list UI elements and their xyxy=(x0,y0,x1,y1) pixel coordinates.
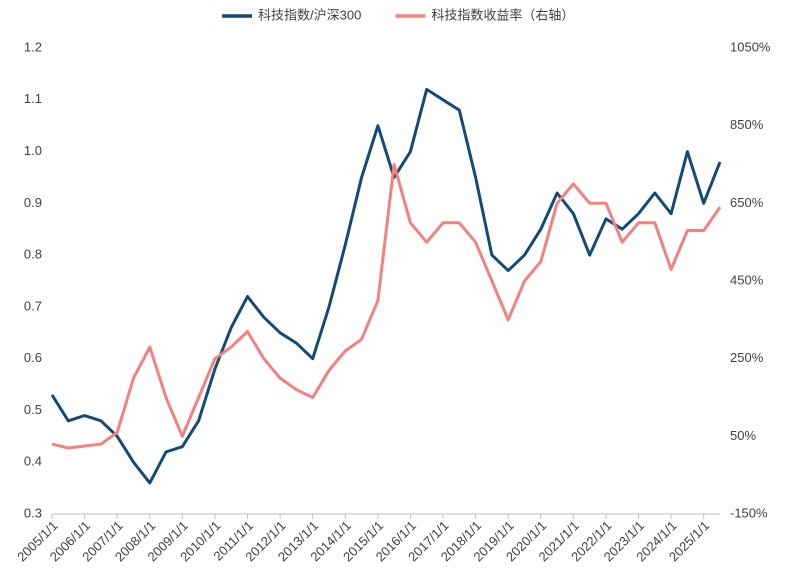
y2-tick-label: 450% xyxy=(730,272,764,287)
y2-tick-label: 650% xyxy=(730,195,764,210)
y-tick-label: 1.2 xyxy=(24,39,42,54)
y-tick-label: 1.1 xyxy=(24,91,42,106)
y-tick-label: 0.4 xyxy=(24,454,42,469)
y2-tick-label: 850% xyxy=(730,117,764,132)
legend-label: 科技指数/沪深300 xyxy=(258,7,361,22)
series-line xyxy=(51,163,722,450)
series-line xyxy=(50,87,722,485)
y-tick-label: 0.5 xyxy=(24,402,42,417)
y-tick-label: 0.3 xyxy=(24,505,42,520)
y-tick-label: 1.0 xyxy=(24,143,42,158)
y-tick-label: 0.9 xyxy=(24,195,42,210)
y2-tick-label: 1050% xyxy=(730,39,771,54)
y-tick-label: 0.6 xyxy=(24,350,42,365)
legend-label: 科技指数收益率（右轴） xyxy=(431,7,574,22)
y-tick-label: 0.8 xyxy=(24,247,42,262)
y2-tick-label: 50% xyxy=(730,428,756,443)
y2-tick-label: -150% xyxy=(730,505,768,520)
y2-tick-label: 250% xyxy=(730,350,764,365)
y-tick-label: 0.7 xyxy=(24,298,42,313)
